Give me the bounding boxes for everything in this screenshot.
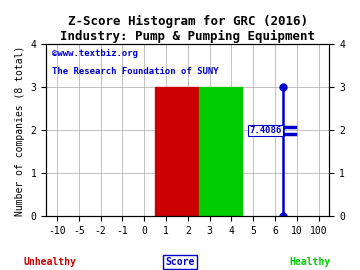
- Text: The Research Foundation of SUNY: The Research Foundation of SUNY: [52, 67, 219, 76]
- Text: ©www.textbiz.org: ©www.textbiz.org: [52, 49, 138, 59]
- Title: Z-Score Histogram for GRC (2016)
Industry: Pump & Pumping Equipment: Z-Score Histogram for GRC (2016) Industr…: [60, 15, 315, 43]
- Bar: [199, 87, 242, 216]
- Text: Unhealthy: Unhealthy: [24, 257, 77, 267]
- Text: Healthy: Healthy: [289, 257, 330, 267]
- Text: Score: Score: [165, 257, 195, 267]
- Text: 7.4086: 7.4086: [249, 126, 282, 135]
- Bar: [155, 87, 199, 216]
- Y-axis label: Number of companies (8 total): Number of companies (8 total): [15, 45, 25, 215]
